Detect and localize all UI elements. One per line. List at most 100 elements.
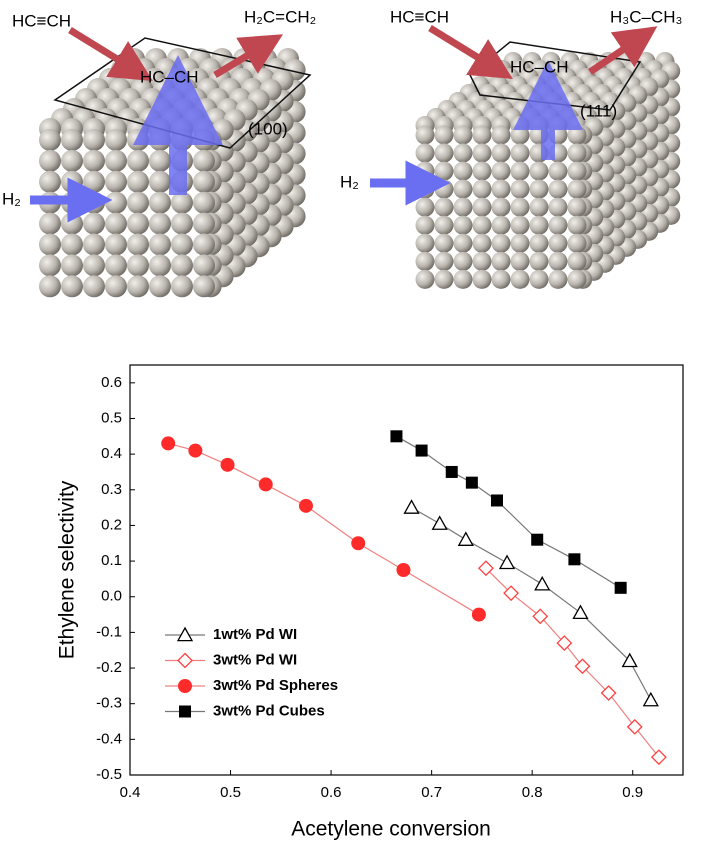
y-axis-title: Ethylene selectivity bbox=[56, 480, 79, 659]
atom bbox=[567, 269, 587, 289]
atom bbox=[127, 129, 149, 151]
atom bbox=[127, 170, 149, 193]
atom bbox=[472, 161, 492, 181]
atom bbox=[149, 170, 171, 193]
atom bbox=[510, 143, 530, 163]
atom bbox=[529, 233, 549, 253]
marker bbox=[188, 443, 203, 458]
atom bbox=[39, 149, 61, 172]
marker bbox=[478, 560, 494, 577]
marker bbox=[431, 515, 448, 530]
atom bbox=[567, 179, 587, 199]
y-tick-label: 0.6 bbox=[101, 374, 122, 391]
atom bbox=[567, 161, 587, 181]
atom bbox=[434, 215, 454, 235]
x-axis-title: Acetylene conversion bbox=[291, 818, 491, 841]
atom bbox=[61, 275, 83, 298]
atom bbox=[510, 233, 530, 253]
atom bbox=[567, 215, 587, 235]
marker bbox=[490, 494, 503, 507]
atom bbox=[105, 233, 127, 256]
atom bbox=[171, 254, 193, 277]
y-tick-label: -0.1 bbox=[96, 623, 122, 640]
atom bbox=[567, 143, 587, 163]
adsorbed-label: HC–CH bbox=[510, 57, 569, 76]
marker bbox=[626, 718, 643, 735]
atom bbox=[105, 170, 127, 193]
atom bbox=[105, 275, 127, 298]
facet-label: (100) bbox=[248, 119, 288, 138]
reactant-label: HC≡CH bbox=[390, 7, 449, 26]
atom bbox=[510, 161, 530, 181]
atom bbox=[415, 197, 435, 217]
x-tick-label: 0.6 bbox=[321, 784, 342, 801]
atom bbox=[83, 275, 105, 298]
atom bbox=[193, 254, 215, 277]
atom bbox=[491, 233, 511, 253]
atom bbox=[127, 275, 149, 298]
marker bbox=[534, 575, 551, 591]
atom bbox=[491, 269, 511, 289]
marker bbox=[621, 652, 638, 668]
atom bbox=[127, 212, 149, 235]
marker bbox=[531, 533, 544, 546]
legend-label: 3wt% Pd Spheres bbox=[213, 677, 338, 694]
marker bbox=[457, 531, 474, 546]
atom bbox=[149, 129, 171, 151]
atom bbox=[491, 215, 511, 235]
marker bbox=[403, 499, 420, 514]
marker bbox=[568, 553, 581, 566]
y-tick-label: -0.5 bbox=[96, 766, 122, 783]
atom bbox=[548, 251, 568, 271]
atom bbox=[567, 233, 587, 253]
atom bbox=[39, 275, 61, 298]
atom bbox=[472, 251, 492, 271]
atom bbox=[529, 179, 549, 199]
atom bbox=[491, 251, 511, 271]
atom bbox=[434, 125, 454, 145]
atom bbox=[510, 179, 530, 199]
reactant-arrow bbox=[428, 25, 513, 80]
atom bbox=[567, 125, 587, 145]
atom bbox=[529, 269, 549, 289]
atom bbox=[171, 233, 193, 256]
atom bbox=[149, 149, 171, 172]
atom bbox=[415, 233, 435, 253]
atom bbox=[548, 179, 568, 199]
y-tick-label: 0.5 bbox=[101, 409, 122, 426]
plot-frame bbox=[129, 364, 684, 776]
y-tick-label: 0.0 bbox=[101, 588, 122, 605]
atom bbox=[171, 212, 193, 235]
atom bbox=[61, 233, 83, 256]
facet-label: (111) bbox=[580, 101, 617, 120]
atom bbox=[453, 161, 473, 181]
marker bbox=[498, 554, 516, 570]
marker bbox=[532, 608, 549, 625]
atom bbox=[83, 212, 105, 235]
atom bbox=[105, 191, 127, 214]
atom bbox=[193, 149, 215, 172]
atom bbox=[61, 254, 83, 277]
atom bbox=[193, 233, 215, 256]
atom bbox=[510, 197, 530, 217]
atom bbox=[127, 191, 149, 214]
atom bbox=[193, 212, 215, 235]
product-label: H₃C–CH₃ bbox=[610, 7, 682, 26]
atom bbox=[61, 149, 83, 172]
atom bbox=[453, 251, 473, 271]
atom bbox=[472, 125, 492, 145]
atom bbox=[193, 191, 215, 214]
atom bbox=[529, 197, 549, 217]
atom bbox=[453, 269, 473, 289]
x-tick-label: 0.5 bbox=[220, 784, 241, 801]
atom bbox=[472, 197, 492, 217]
atom bbox=[453, 233, 473, 253]
atom bbox=[434, 233, 454, 253]
y-tick-label: 0.3 bbox=[101, 481, 122, 498]
legend-label: 3wt% Pd WI bbox=[213, 651, 297, 668]
hydrogen-label: H₂ bbox=[2, 189, 21, 208]
atom bbox=[171, 275, 193, 298]
atom bbox=[61, 170, 83, 193]
legend-marker bbox=[178, 679, 192, 693]
atom bbox=[127, 254, 149, 277]
